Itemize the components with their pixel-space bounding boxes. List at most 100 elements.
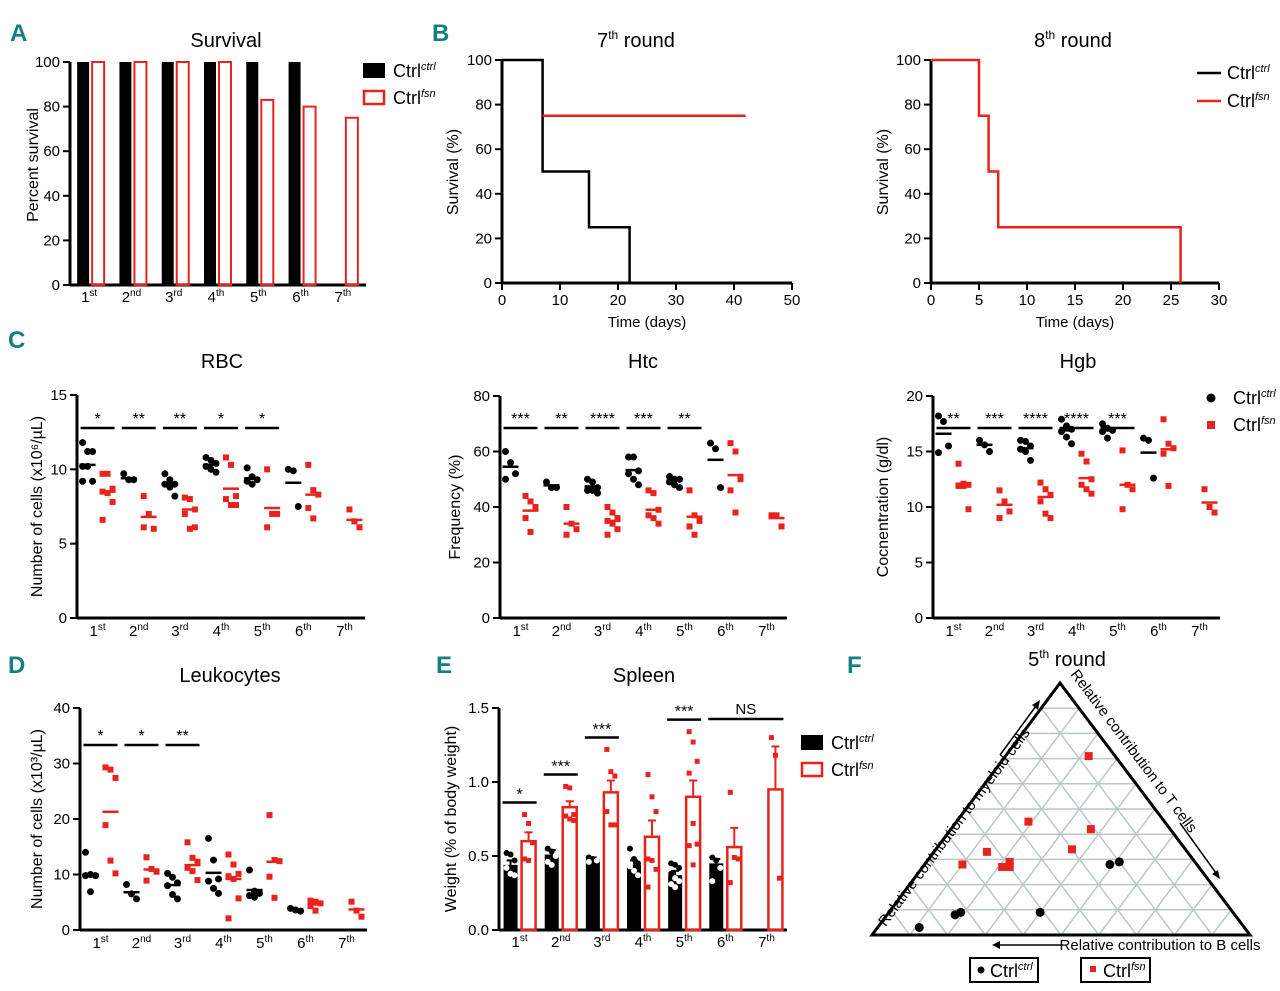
significance-label: *** — [675, 704, 694, 721]
y-tick-label: 60 — [43, 143, 60, 160]
data-point-fsn — [694, 758, 700, 764]
data-point-ctrl — [672, 884, 679, 891]
x-tick-part: 6 — [1150, 623, 1158, 640]
legend-swatch-fsn — [362, 89, 386, 106]
significance-label: **** — [1023, 411, 1048, 428]
x-tick-label: 20 — [1115, 292, 1132, 309]
legend-label-fsn-sup: fsn — [421, 88, 436, 100]
grid-line — [927, 858, 986, 936]
y-tick-label: 40 — [473, 499, 490, 516]
bar-fsn — [302, 105, 317, 286]
bar-fsn — [767, 788, 784, 932]
data-point-fsn — [1037, 479, 1044, 486]
x-tick-part: rd — [602, 622, 611, 633]
grid-line — [984, 758, 1118, 936]
x-tick-label: 10 — [1019, 292, 1036, 309]
data-point-fsn — [1086, 825, 1095, 834]
data-point-ctrl — [676, 878, 683, 885]
x-tick-part: th — [1077, 622, 1085, 633]
data-point-fsn — [1006, 508, 1013, 515]
bar-fsn — [218, 61, 232, 286]
significance-label: **** — [590, 411, 615, 428]
x-tick-part: th — [1159, 622, 1167, 633]
data-point-fsn — [686, 843, 692, 849]
bar-fsn — [344, 116, 359, 286]
panel-b-7th-round: 7th round 0 20 40 60 80 100 0 10 20 30 40 50 Time (da… — [445, 28, 800, 331]
data-point-ctrl — [89, 477, 97, 485]
x-tick-label: 5th — [256, 934, 273, 952]
significance-label: * — [97, 728, 103, 745]
significance-label: ** — [176, 728, 188, 745]
data-point-ctrl — [507, 851, 514, 858]
survival-curve-fsn — [931, 58, 1182, 283]
chart-title: Leukocytes — [179, 665, 280, 687]
x-tick-part: th — [221, 622, 229, 633]
data-point-ctrl — [935, 449, 942, 457]
x-tick-part: th — [303, 622, 311, 633]
chart-title-part: 8 — [1034, 30, 1045, 52]
data-point-fsn — [1078, 481, 1085, 488]
grid-line — [909, 707, 1080, 936]
data-point-ctrl — [1105, 859, 1115, 869]
legend-swatch-ctrl — [977, 966, 985, 974]
data-point-fsn — [310, 487, 317, 494]
x-tick-part: 1 — [512, 934, 520, 951]
x-tick-part: 6 — [295, 623, 303, 640]
x-tick-part: 1 — [945, 623, 953, 640]
bar-fsn — [643, 835, 661, 932]
data-point-ctrl — [502, 448, 509, 455]
legend-label-ctrl: Ctrlctrl — [1233, 388, 1276, 408]
x-tick-label: 6th — [717, 933, 734, 951]
x-tick-label: 7th — [336, 622, 353, 640]
data-point-ctrl — [713, 857, 720, 864]
legend-label-ctrl: Ctrlctrl — [1227, 63, 1270, 83]
y-tick-label: 5 — [59, 536, 67, 553]
data-point-fsn — [194, 877, 201, 884]
panel-letter-A: A — [10, 20, 27, 47]
data-point-fsn — [223, 496, 229, 503]
data-point-ctrl — [589, 478, 596, 486]
y-tick-label: 0.0 — [468, 922, 489, 939]
x-tick-label: 2nd — [551, 933, 570, 951]
chart-title: RBC — [201, 351, 243, 373]
data-point-fsn — [608, 822, 614, 828]
x-tick-part: 6 — [297, 935, 305, 952]
data-point-fsn — [184, 839, 191, 846]
legend-label-ctrl-sup: ctrl — [859, 733, 874, 745]
data-point-ctrl — [717, 864, 724, 871]
data-point-fsn — [1088, 490, 1095, 497]
data-point-fsn — [348, 898, 355, 905]
data-point-ctrl — [627, 863, 633, 870]
chart-title: Spleen — [613, 665, 675, 687]
data-point-fsn — [143, 877, 150, 884]
x-tick-part: 7 — [338, 935, 346, 952]
significance-label: *** — [551, 758, 570, 775]
data-point-fsn — [1042, 510, 1049, 517]
x-tick-part: 2 — [129, 623, 137, 640]
data-point-fsn — [271, 857, 278, 864]
x-tick-part: th — [216, 288, 224, 299]
x-axis-label: Time (days) — [608, 314, 687, 331]
significance-label: *** — [1108, 411, 1127, 428]
x-tick-part: th — [766, 933, 774, 944]
data-point-fsn — [310, 515, 317, 522]
data-point-fsn — [1024, 817, 1033, 826]
x-tick-part: nd — [140, 934, 151, 945]
survival-curve-ctrl — [502, 58, 631, 283]
data-point-fsn — [527, 498, 534, 505]
y-tick-label: 10 — [50, 461, 67, 478]
legend-label-fsn: Ctrlfsn — [1233, 415, 1276, 435]
legend-label-fsn-sup: fsn — [1255, 91, 1270, 103]
arrowhead-myeloid — [1032, 700, 1040, 710]
data-point-fsn — [609, 509, 616, 516]
data-point-ctrl — [251, 893, 258, 901]
data-point-fsn — [778, 523, 785, 530]
data-point-fsn — [225, 851, 232, 858]
data-point-fsn — [727, 789, 733, 795]
data-point-fsn — [346, 506, 353, 513]
data-point-ctrl — [976, 436, 983, 444]
data-point-ctrl — [552, 853, 559, 859]
data-point-fsn — [645, 487, 652, 494]
x-tick-label: 1st — [90, 622, 106, 640]
